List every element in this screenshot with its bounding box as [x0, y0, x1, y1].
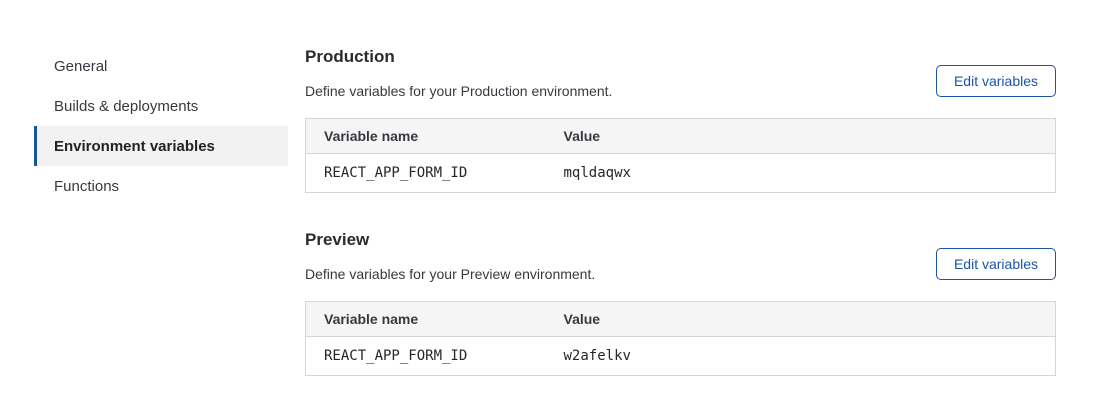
variable-name-column-header: Variable name — [305, 118, 546, 154]
table-header-row: Variable name Value — [305, 301, 1056, 337]
production-section: Production Define variables for your Pro… — [305, 46, 1056, 193]
production-section-title: Production — [305, 47, 395, 66]
production-section-description: Define variables for your Production env… — [305, 83, 613, 99]
production-edit-variables-button[interactable]: Edit variables — [936, 65, 1056, 97]
preview-section: Preview Define variables for your Previe… — [305, 229, 1056, 376]
variable-name-column-header: Variable name — [305, 301, 546, 337]
preview-edit-variables-button[interactable]: Edit variables — [936, 248, 1056, 280]
sidebar-item-functions[interactable]: Functions — [54, 177, 120, 195]
sidebar-item-general[interactable]: General — [54, 57, 108, 75]
variable-value-cell: w2afelkv — [545, 336, 1056, 376]
production-variables-table: Variable name Value REACT_APP_FORM_ID mq… — [305, 118, 1056, 193]
variable-name-cell: REACT_APP_FORM_ID — [305, 153, 546, 193]
preview-section-title: Preview — [305, 230, 370, 249]
sidebar-item-environment-variables[interactable]: Environment variables — [34, 126, 288, 166]
table-header-row: Variable name Value — [305, 118, 1056, 154]
environment-variables-panel: Production Define variables for your Pro… — [305, 46, 1056, 412]
variable-value-cell: mqldaqwx — [545, 153, 1056, 193]
value-column-header: Value — [545, 118, 1056, 154]
table-row: REACT_APP_FORM_ID w2afelkv — [305, 336, 1056, 376]
variable-name-cell: REACT_APP_FORM_ID — [305, 336, 546, 376]
table-row: REACT_APP_FORM_ID mqldaqwx — [305, 153, 1056, 193]
settings-sidebar: General Builds & deployments Environment… — [34, 46, 288, 206]
preview-variables-table: Variable name Value REACT_APP_FORM_ID w2… — [305, 301, 1056, 376]
value-column-header: Value — [545, 301, 1056, 337]
preview-section-description: Define variables for your Preview enviro… — [305, 266, 596, 282]
sidebar-item-builds-deployments[interactable]: Builds & deployments — [54, 97, 199, 115]
